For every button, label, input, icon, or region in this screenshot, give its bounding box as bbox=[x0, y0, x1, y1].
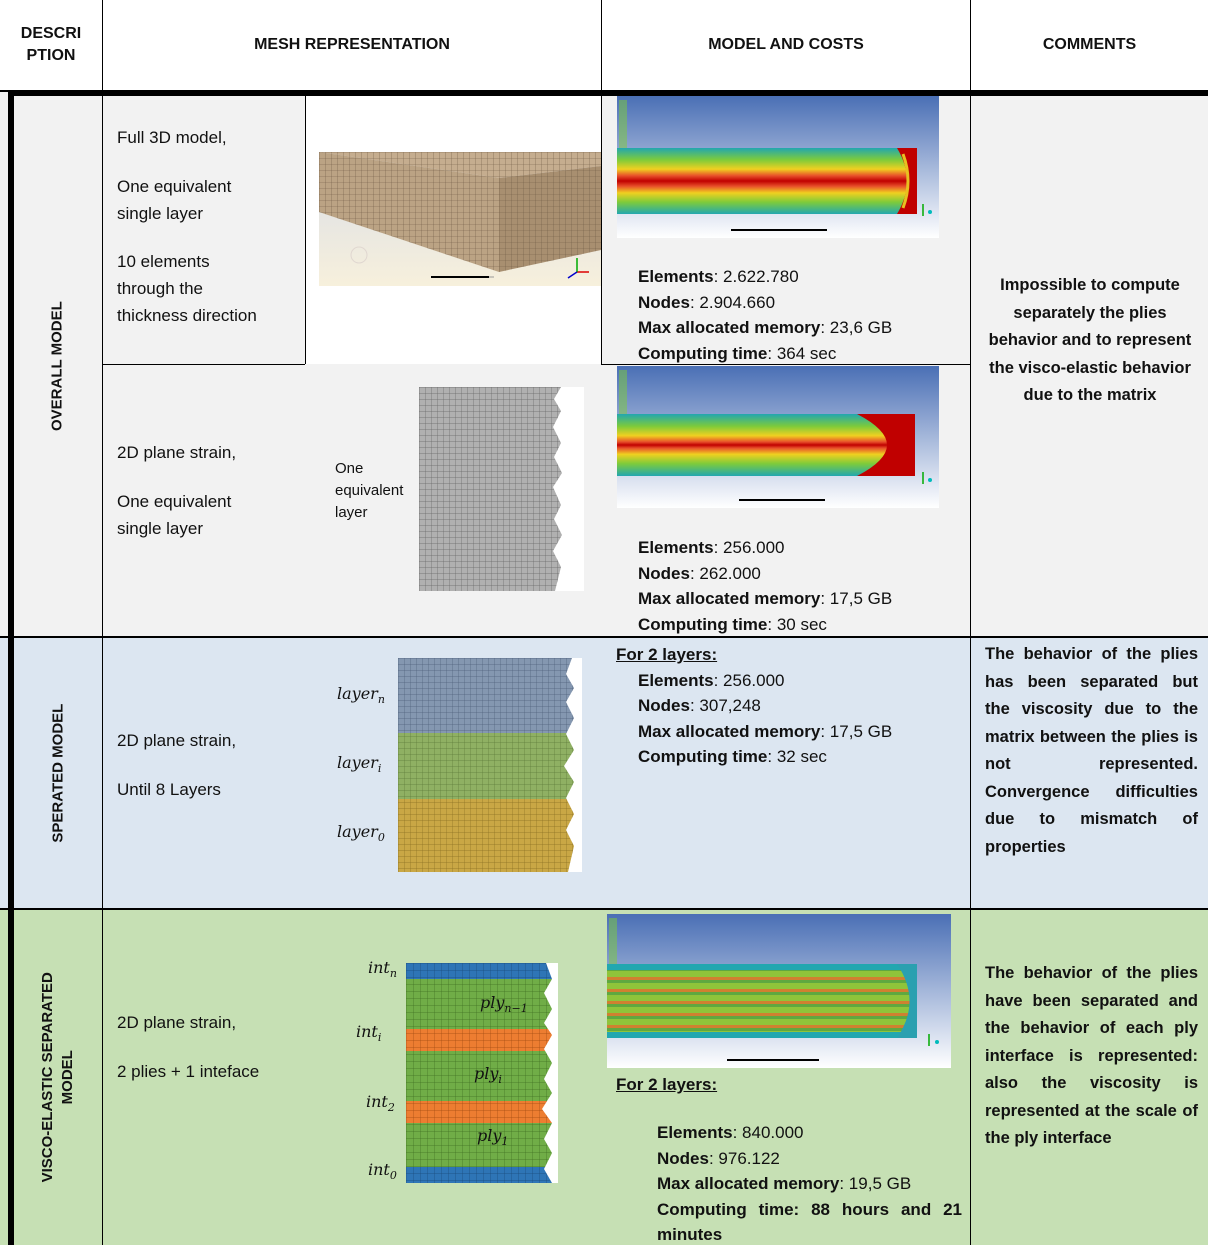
desc-line: thickness direction bbox=[117, 306, 257, 325]
desc-line: 2D plane strain, bbox=[117, 443, 237, 462]
ply-i-label: plyi bbox=[474, 1064, 502, 1087]
separated-band bbox=[0, 637, 1208, 909]
fem-contour-visco bbox=[607, 914, 951, 1068]
layer-i-label: layeri bbox=[337, 753, 382, 776]
overall-split-line-left bbox=[103, 364, 305, 365]
overall-sub2-description: 2D plane strain, One equivalent single l… bbox=[117, 439, 299, 542]
int-2-label: int2 bbox=[366, 1092, 395, 1115]
cost-elements: Elements: 256.000 bbox=[638, 538, 785, 557]
header-description-l2: PTION bbox=[26, 47, 76, 64]
visco-band bbox=[0, 909, 1208, 1245]
overall-split-line-right bbox=[601, 364, 970, 365]
desc-line: 2 plies + 1 inteface bbox=[117, 1062, 260, 1081]
cost-elements: Elements: 256.000 bbox=[638, 670, 785, 690]
header-mesh: MESH REPRESENTATION bbox=[103, 0, 602, 92]
mesh-3d-image bbox=[319, 152, 601, 286]
visco-label: VISCO-ELASTIC SEPARATED MODEL bbox=[38, 972, 77, 1183]
cost-nodes: Nodes: 2.904.660 bbox=[638, 292, 776, 312]
layer-n-label: layern bbox=[337, 684, 385, 707]
mesh-separated-layers bbox=[398, 658, 582, 872]
overall-comment: Impossible to compute separately the pli… bbox=[988, 276, 1192, 404]
fem-contour-overall-2d bbox=[617, 366, 939, 508]
desc-line: 2D plane strain, bbox=[117, 1013, 237, 1032]
overall-label: OVERALL MODEL bbox=[48, 301, 66, 431]
desc-line: single layer bbox=[117, 519, 203, 538]
desc-line: One equivalent bbox=[117, 177, 232, 196]
cost-time: Computing time: 88 hours and 21 minutes bbox=[657, 1199, 962, 1245]
desc-line: One equivalent bbox=[117, 492, 232, 511]
mesh-divider-1 bbox=[305, 96, 306, 364]
mesh-2d-single-layer bbox=[419, 387, 584, 591]
int-i-label: inti bbox=[356, 1022, 382, 1045]
desc-line: through the bbox=[117, 279, 204, 298]
thick-top-border bbox=[8, 91, 1208, 96]
row-line-separated-visco bbox=[0, 908, 1208, 910]
visco-costs-heading: For 2 layers: bbox=[616, 1075, 718, 1094]
header-description: DESCRI PTION bbox=[0, 0, 103, 92]
fem-contour-overall-3d bbox=[617, 96, 939, 238]
cost-memory: Max allocated memory: 17,5 GB bbox=[638, 721, 893, 741]
separated-comment: The behavior of the plies has been separ… bbox=[985, 645, 1198, 856]
thick-left-border bbox=[8, 91, 14, 1245]
mesh-visco-plies bbox=[406, 963, 558, 1183]
cost-memory: Max allocated memory: 23,6 GB bbox=[638, 318, 893, 337]
mesh-caption-one-equivalent-layer: One equivalent layer bbox=[335, 460, 404, 521]
separated-description: 2D plane strain, Until 8 Layers bbox=[117, 727, 299, 803]
int-n-label: intn bbox=[368, 958, 397, 981]
cost-memory: Max allocated memory: 19,5 GB bbox=[657, 1174, 912, 1193]
cost-elements: Elements: 840.000 bbox=[657, 1123, 804, 1142]
layer-0-label: layer0 bbox=[337, 822, 385, 845]
cost-nodes: Nodes: 307,248 bbox=[638, 696, 761, 715]
cost-time: Computing time: 30 sec bbox=[638, 614, 827, 634]
ply-1-label: ply1 bbox=[477, 1126, 509, 1149]
cost-memory: Max allocated memory: 17,5 GB bbox=[638, 589, 893, 608]
separated-label: SPERATED MODEL bbox=[48, 703, 66, 843]
ply-n-1-label: plyn−1 bbox=[480, 993, 528, 1016]
visco-description: 2D plane strain, 2 plies + 1 inteface bbox=[117, 1009, 299, 1085]
int-0-label: int0 bbox=[368, 1160, 397, 1183]
header-comments: COMMENTS bbox=[971, 0, 1208, 92]
model-divider-1 bbox=[601, 96, 602, 364]
visco-costs: Elements: 840.000 Nodes: 976.122 Max all… bbox=[657, 1120, 962, 1248]
separated-costs: For 2 layers: Elements: 256.000 Nodes: 3… bbox=[616, 642, 966, 770]
overall-sub1-description: Full 3D model, One equivalent single lay… bbox=[117, 124, 299, 329]
col-line-3 bbox=[970, 92, 971, 1245]
cost-heading: For 2 layers: bbox=[616, 645, 718, 664]
header-description-l1: DESCRI bbox=[20, 25, 82, 42]
overall-sub1-costs: Elements: 2.622.780 Nodes: 2.904.660 Max… bbox=[638, 264, 968, 366]
cost-time: Computing time: 364 sec bbox=[638, 343, 837, 363]
desc-line: Full 3D model, bbox=[117, 128, 227, 147]
desc-line: 10 elements bbox=[117, 252, 210, 271]
overall-sub2-costs: Elements: 256.000 Nodes: 262.000 Max all… bbox=[638, 535, 968, 637]
visco-comment: The behavior of the plies have been sepa… bbox=[985, 964, 1198, 1147]
desc-line: single layer bbox=[117, 204, 203, 223]
cost-nodes: Nodes: 262.000 bbox=[638, 563, 761, 583]
row-line-overall-separated bbox=[0, 636, 1208, 638]
desc-line: Until 8 Layers bbox=[117, 780, 221, 799]
cost-elements: Elements: 2.622.780 bbox=[638, 267, 799, 286]
col-line-1 bbox=[102, 92, 103, 1245]
desc-line: 2D plane strain, bbox=[117, 731, 237, 750]
header-model: MODEL AND COSTS bbox=[602, 0, 971, 92]
cost-time: Computing time: 32 sec bbox=[638, 747, 827, 766]
cost-nodes: Nodes: 976.122 bbox=[657, 1148, 780, 1168]
